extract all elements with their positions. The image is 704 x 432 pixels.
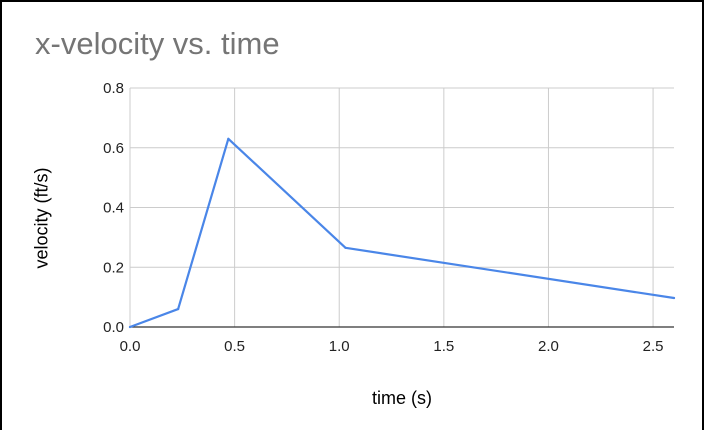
x-tick-label: 1.0 (329, 338, 350, 355)
data-point (673, 297, 675, 299)
data-point (227, 138, 229, 140)
series-line (130, 139, 674, 327)
grid (130, 88, 674, 327)
x-tick-label: 0.0 (120, 338, 141, 355)
y-tick-label: 0.6 (103, 140, 124, 157)
y-tick-label: 0.0 (103, 319, 124, 336)
x-tick-label: 2.0 (538, 338, 559, 355)
data-point (129, 326, 131, 328)
x-tick-label: 2.5 (643, 338, 664, 355)
tick-labels: 0.0 0.2 0.4 0.6 0.8 0.0 0.5 1.0 1.5 2.0 2.5 (103, 80, 663, 355)
y-tick-label: 0.2 (103, 259, 124, 276)
series (129, 138, 675, 328)
data-point (177, 308, 179, 310)
x-tick-label: 1.5 (433, 338, 454, 355)
y-tick-label: 0.4 (103, 200, 124, 217)
x-tick-label: 0.5 (224, 338, 245, 355)
y-tick-label: 0.8 (103, 80, 124, 97)
data-point (344, 247, 346, 249)
